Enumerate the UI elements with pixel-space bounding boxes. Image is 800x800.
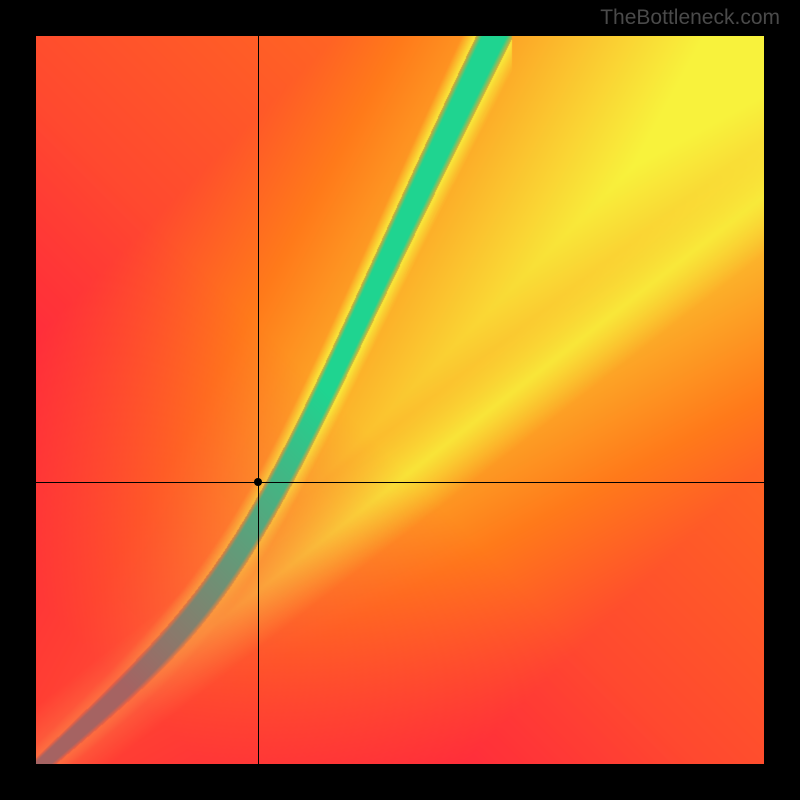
chart-container: TheBottleneck.com [0,0,800,800]
plot-area [36,36,764,764]
watermark-text: TheBottleneck.com [600,6,780,30]
heatmap-canvas [36,36,764,764]
